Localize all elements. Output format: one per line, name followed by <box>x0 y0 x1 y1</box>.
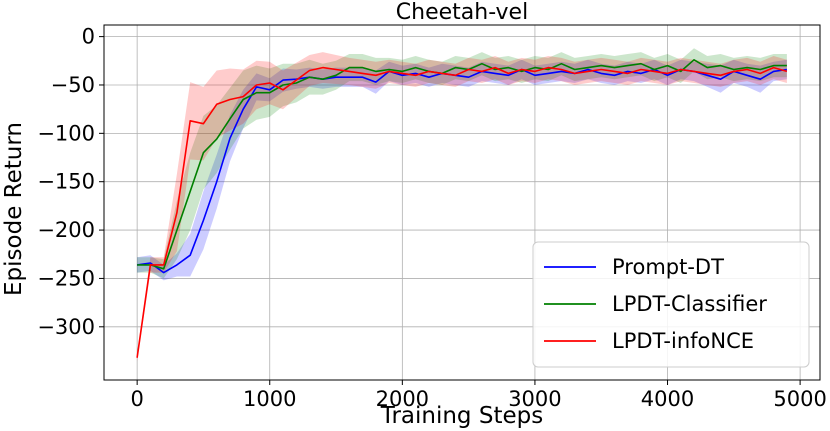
x-axis-label: Training Steps <box>380 403 543 429</box>
legend-label-prompt-dt: Prompt-DT <box>612 255 724 279</box>
y-tick-label: 0 <box>82 25 95 49</box>
prompt-dt-band <box>137 59 787 281</box>
y-tick-label: −150 <box>37 170 95 194</box>
legend-label-lpdt-infonce: LPDT-infoNCE <box>612 329 754 353</box>
confidence-bands <box>137 48 787 362</box>
lpdt-infonce-line <box>136 66 788 358</box>
x-tick-label: 1000 <box>243 387 296 411</box>
lpdt-classifier-band <box>137 48 787 279</box>
x-tick-label: 5000 <box>773 387 826 411</box>
legend-box <box>532 241 810 368</box>
grid <box>104 25 820 380</box>
x-tick-label: 3000 <box>508 387 561 411</box>
chart-title: Cheetah-vel <box>396 0 528 25</box>
plot-frame <box>103 24 821 381</box>
y-tick-label: −100 <box>37 121 95 145</box>
x-tick-label: 2000 <box>376 387 429 411</box>
y-tick-label: −250 <box>37 266 95 290</box>
y-axis-label: Episode Return <box>1 122 27 296</box>
lpdt-infonce-band <box>137 52 787 362</box>
y-tick-label: −50 <box>51 73 95 97</box>
y-tick-label: −200 <box>37 218 95 242</box>
y-tick-label: −300 <box>37 315 95 339</box>
x-tick-label: 4000 <box>641 387 694 411</box>
legend-label-lpdt-classifier: LPDT-Classifier <box>612 292 767 316</box>
series-lines <box>136 58 788 358</box>
legend: Prompt-DT LPDT-Classifier LPDT-infoNCE <box>532 241 810 368</box>
x-tick-label: 0 <box>130 387 143 411</box>
ticks: 0 1000 2000 3000 4000 5000 0 −50 −100 −150 −200 −25… <box>37 25 827 411</box>
